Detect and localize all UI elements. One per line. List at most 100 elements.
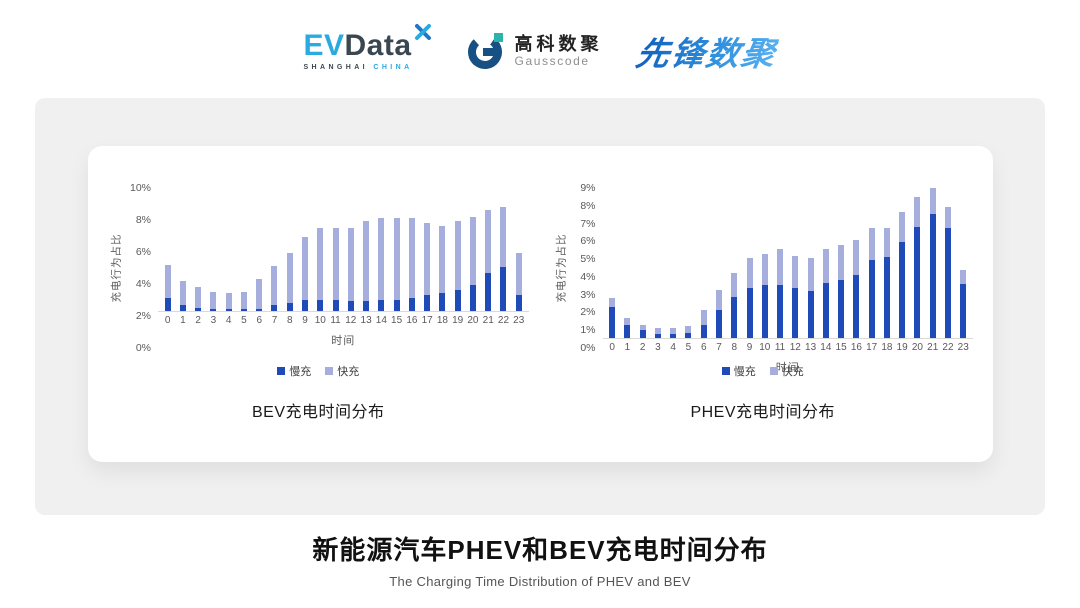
bar-segment-slow (195, 307, 202, 311)
bar-segment-slow (914, 227, 921, 339)
bar-segment-fast (639, 324, 646, 331)
gausscode-text: 高科数聚 Gausscode (515, 34, 603, 69)
x-tick-label: 8 (286, 315, 293, 326)
y-axis-title: 充电行为占比 (553, 188, 569, 348)
evdata-logo: EV Data SHANGHAI CHINA (303, 24, 431, 71)
stacked-bar (500, 207, 507, 311)
y-tick-label: 5% (580, 253, 596, 266)
bar-segment-slow (960, 283, 967, 339)
bar-segment-fast (240, 291, 247, 310)
evdata-wordmark: EV Data (303, 24, 431, 61)
bar-segment-slow (853, 275, 860, 339)
bar-segment-fast (899, 211, 906, 243)
chart-plot-area: 充电行为占比 0% 1% 2% 3% 4% 5% 6% 7% 8% 9% 0 1 2 3 4 5 6 7 8 9 10 11… (553, 182, 973, 374)
evdata-shanghai-text: SHANGHAI (303, 64, 369, 71)
y-tick-label: 7% (580, 217, 596, 230)
bar-segment-slow (822, 283, 829, 339)
bar-segment-slow (378, 299, 385, 311)
x-tick-label: 9 (302, 315, 308, 326)
bar-segment-slow (807, 291, 814, 339)
bar-column (282, 188, 297, 311)
bar-segment-slow (179, 305, 186, 311)
bar-segment-fast (485, 210, 492, 273)
subtitle: The Charging Time Distribution of PHEV a… (389, 574, 691, 589)
bar-segment-fast (883, 228, 890, 258)
stacked-bar (286, 253, 293, 311)
bar-segment-fast (838, 244, 845, 280)
footer: 新能源汽车PHEV和BEV充电时间分布 The Charging Time Di… (0, 530, 1080, 589)
chart-title: BEV充电时间分布 (251, 404, 385, 421)
stacked-bar (746, 258, 753, 339)
x-tick-label: 6 (700, 342, 707, 354)
stacked-bar (822, 249, 829, 339)
bar-column (252, 188, 267, 311)
bar-segment-fast (944, 206, 951, 228)
bar-column (696, 188, 711, 339)
bar-column (160, 188, 175, 311)
x-tick-label: 1 (624, 342, 631, 354)
bar-column (358, 188, 373, 311)
bar-column (420, 188, 435, 311)
bar-segment-fast (670, 328, 677, 334)
stacked-bar (609, 298, 616, 339)
stacked-bar (777, 249, 784, 339)
bar-segment-slow (670, 333, 677, 339)
x-tick-label: 15 (835, 342, 847, 354)
bar-segment-slow (700, 324, 707, 339)
x-tick-label: 12 (345, 315, 357, 326)
bar-column (605, 188, 620, 339)
bar-column (788, 188, 803, 339)
bar-column (267, 188, 282, 311)
bar-column (910, 188, 925, 339)
bar-segment-fast (454, 221, 461, 291)
x-tick-label: 9 (746, 342, 753, 354)
stacked-bar (302, 237, 309, 311)
bar-segment-fast (853, 239, 860, 276)
bar-segment-slow (363, 300, 370, 311)
x-tick-label: 23 (513, 315, 525, 326)
x-tick-label: 3 (210, 315, 217, 326)
bar-segment-slow (271, 305, 278, 311)
bar-column (635, 188, 650, 339)
stacked-bar (195, 287, 202, 311)
legend-item: 慢充 (277, 363, 311, 379)
x-tick-label: 13 (805, 342, 817, 354)
y-tick-label: 10% (129, 182, 151, 194)
bar-segment-slow (469, 285, 476, 311)
x-tick-label: 3 (655, 342, 661, 354)
bar-segment-fast (210, 291, 217, 310)
bar-segment-fast (393, 218, 400, 300)
x-tick-label: 17 (421, 315, 433, 326)
y-tick-label: 0% (135, 342, 151, 354)
bar-segment-slow (332, 299, 339, 311)
bar-segment-slow (302, 299, 309, 311)
y-tick-label: 3% (580, 288, 596, 301)
legend-label: 快充 (781, 366, 804, 378)
bar-column (313, 188, 328, 311)
y-tick-label: 8% (580, 199, 596, 212)
gray-panel: 充电行为占比 0% 2% 4% 6% 8% 10% 0 1 2 3 4 5 6 7 8 9 10 11 12 13 14 1… (35, 98, 1045, 515)
bar-segment-slow (317, 299, 324, 311)
bar-column (465, 188, 480, 311)
bar-segment-fast (378, 218, 385, 300)
legend-swatch (721, 367, 730, 375)
x-tick-label: 10 (759, 342, 771, 354)
bar-segment-fast (654, 328, 661, 334)
stacked-bar (240, 291, 247, 311)
x-tick-label: 19 (896, 342, 908, 354)
bar-segment-slow (654, 333, 661, 339)
bar-segment-slow (485, 272, 492, 311)
chart-bev: 充电行为占比 0% 2% 4% 6% 8% 10% 0 1 2 3 4 5 6 7 8 9 10 11 12 13 14 1… (108, 182, 529, 462)
x-tick-label: 5 (685, 342, 692, 354)
bar-column (511, 188, 526, 311)
bar-segment-fast (685, 325, 692, 333)
plot-wrap: 0 1 2 3 4 5 6 7 8 9 10 11 12 13 14 15 16 17 18 19 20 21 22 23 时间 (602, 188, 973, 374)
bar-column (895, 188, 910, 339)
bar-segment-slow (792, 288, 799, 339)
bar-column (191, 188, 206, 311)
bar-column (742, 188, 757, 339)
bar-segment-slow (868, 259, 875, 339)
stacked-bar (761, 253, 768, 339)
stacked-bar (347, 227, 354, 311)
